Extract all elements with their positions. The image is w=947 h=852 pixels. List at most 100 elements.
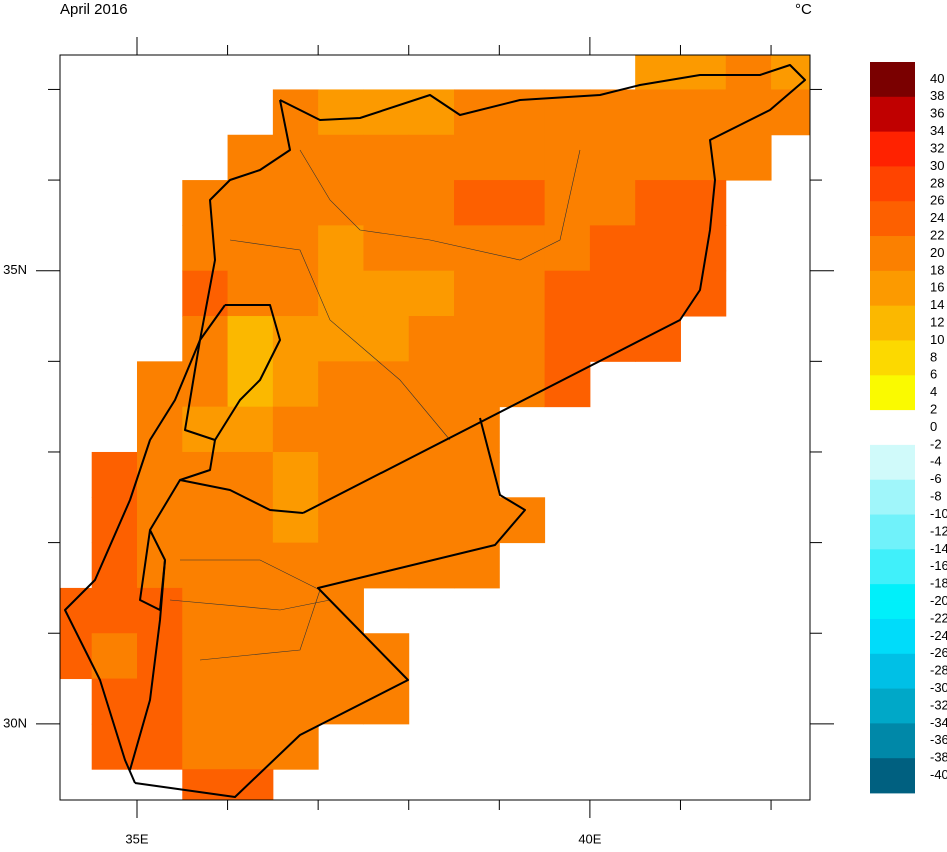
country-border: [184, 304, 281, 441]
grid-cell: [725, 55, 772, 90]
colorbar-box: [870, 149, 915, 167]
grid-cell: [589, 225, 636, 272]
grid-cell: [318, 633, 364, 680]
colorbar-box: [870, 601, 915, 620]
colorbar-label: -12: [930, 523, 947, 538]
grid-cell: [227, 406, 274, 453]
colorbar-box: [870, 305, 915, 324]
grid-cell: [408, 270, 455, 317]
grid-cell: [227, 723, 274, 770]
colorbar-box: [870, 270, 915, 289]
colorbar-label: 24: [930, 210, 944, 225]
grid-cell: [227, 180, 274, 226]
country-border: [179, 479, 304, 514]
colorbar-box: [870, 636, 915, 655]
grid-cell: [91, 678, 138, 725]
colorbar-box: [870, 688, 915, 707]
grid-cell: [363, 180, 410, 226]
grid-cell: [227, 270, 274, 317]
grid-cell: [272, 134, 319, 181]
grid-cell: [272, 225, 319, 272]
colorbar-label: -28: [930, 663, 947, 678]
grid-cell: [544, 361, 591, 408]
grid-cell: [272, 361, 319, 408]
grid-cell: [318, 316, 364, 362]
colorbar-box: [870, 166, 915, 185]
colorbar-label: 30: [930, 158, 944, 173]
country-border: [134, 417, 526, 798]
map-title: April 2016: [60, 1, 128, 18]
grid-cell: [272, 406, 319, 453]
country-border: [64, 99, 291, 784]
grid-cell: [771, 55, 810, 90]
grid-cell: [182, 633, 229, 680]
grid-cell: [227, 587, 274, 634]
grid-cell: [544, 225, 591, 272]
colorbar-box: [870, 549, 915, 568]
grid-cell: [408, 361, 455, 408]
y-tick-label: 30N: [3, 715, 27, 730]
colorbar-box: [870, 462, 915, 481]
grid-cell: [408, 406, 455, 453]
grid-cell: [408, 497, 455, 544]
grid-cell: [227, 542, 274, 589]
colorbar-box: [870, 758, 915, 776]
grid-cell: [227, 769, 274, 800]
grid-cell: [499, 225, 546, 272]
grid-cell: [363, 270, 410, 317]
grid-cell: [680, 55, 727, 90]
grid-cell: [136, 678, 183, 725]
country-border: [139, 529, 166, 611]
grid-cell: [272, 451, 319, 498]
grid-cell: [454, 361, 500, 408]
grid-cell: [544, 316, 591, 362]
grid-cell: [363, 225, 410, 272]
grid-cell: [136, 497, 183, 544]
grid-cell: [318, 270, 364, 317]
grid-cell: [454, 225, 500, 272]
colorbar-label: 8: [930, 349, 937, 364]
units-label: °C: [795, 1, 812, 18]
country-border: [279, 64, 806, 514]
colorbar-label: 16: [930, 280, 944, 295]
colorbar-label: 28: [930, 175, 944, 190]
x-tick-label: 35E: [125, 831, 148, 846]
grid-cell: [60, 633, 93, 680]
grid-cell: [182, 723, 229, 770]
colorbar-box: [870, 62, 915, 80]
grid-cell: [589, 180, 636, 226]
colorbar-label: -34: [930, 715, 947, 730]
grid-cell: [408, 134, 455, 181]
grid-cell: [227, 316, 274, 362]
grid-cell: [363, 89, 410, 136]
colorbar-box: [870, 183, 915, 202]
colorbar-label: -18: [930, 576, 947, 591]
y-tick-label: 35N: [3, 262, 27, 277]
grid-cell: [363, 542, 410, 589]
grid-cell: [635, 134, 681, 181]
grid-cell: [91, 451, 138, 498]
colorbar-box: [870, 79, 915, 98]
grid-cell: [182, 316, 229, 362]
colorbar-label: 18: [930, 262, 944, 277]
internal-border: [169, 599, 331, 611]
grid-cell: [136, 633, 183, 680]
colorbar-label: -22: [930, 610, 947, 625]
colorbar-label: 0: [930, 419, 937, 434]
x-tick-label: 40E: [578, 831, 601, 846]
grid-cell: [318, 497, 364, 544]
colorbar-box: [870, 357, 915, 376]
grid-cell: [635, 225, 681, 272]
grid-cell: [499, 497, 546, 544]
colorbar-label: -40: [930, 767, 947, 782]
grid-cell: [408, 180, 455, 226]
grid-cell: [635, 180, 681, 226]
grid-cell: [272, 542, 319, 589]
grid-cell: [318, 180, 364, 226]
grid-cell: [318, 225, 364, 272]
colorbar-box: [870, 740, 915, 759]
grid-cell: [363, 361, 410, 408]
grid-cell: [272, 89, 319, 136]
grid-cell: [454, 451, 500, 498]
